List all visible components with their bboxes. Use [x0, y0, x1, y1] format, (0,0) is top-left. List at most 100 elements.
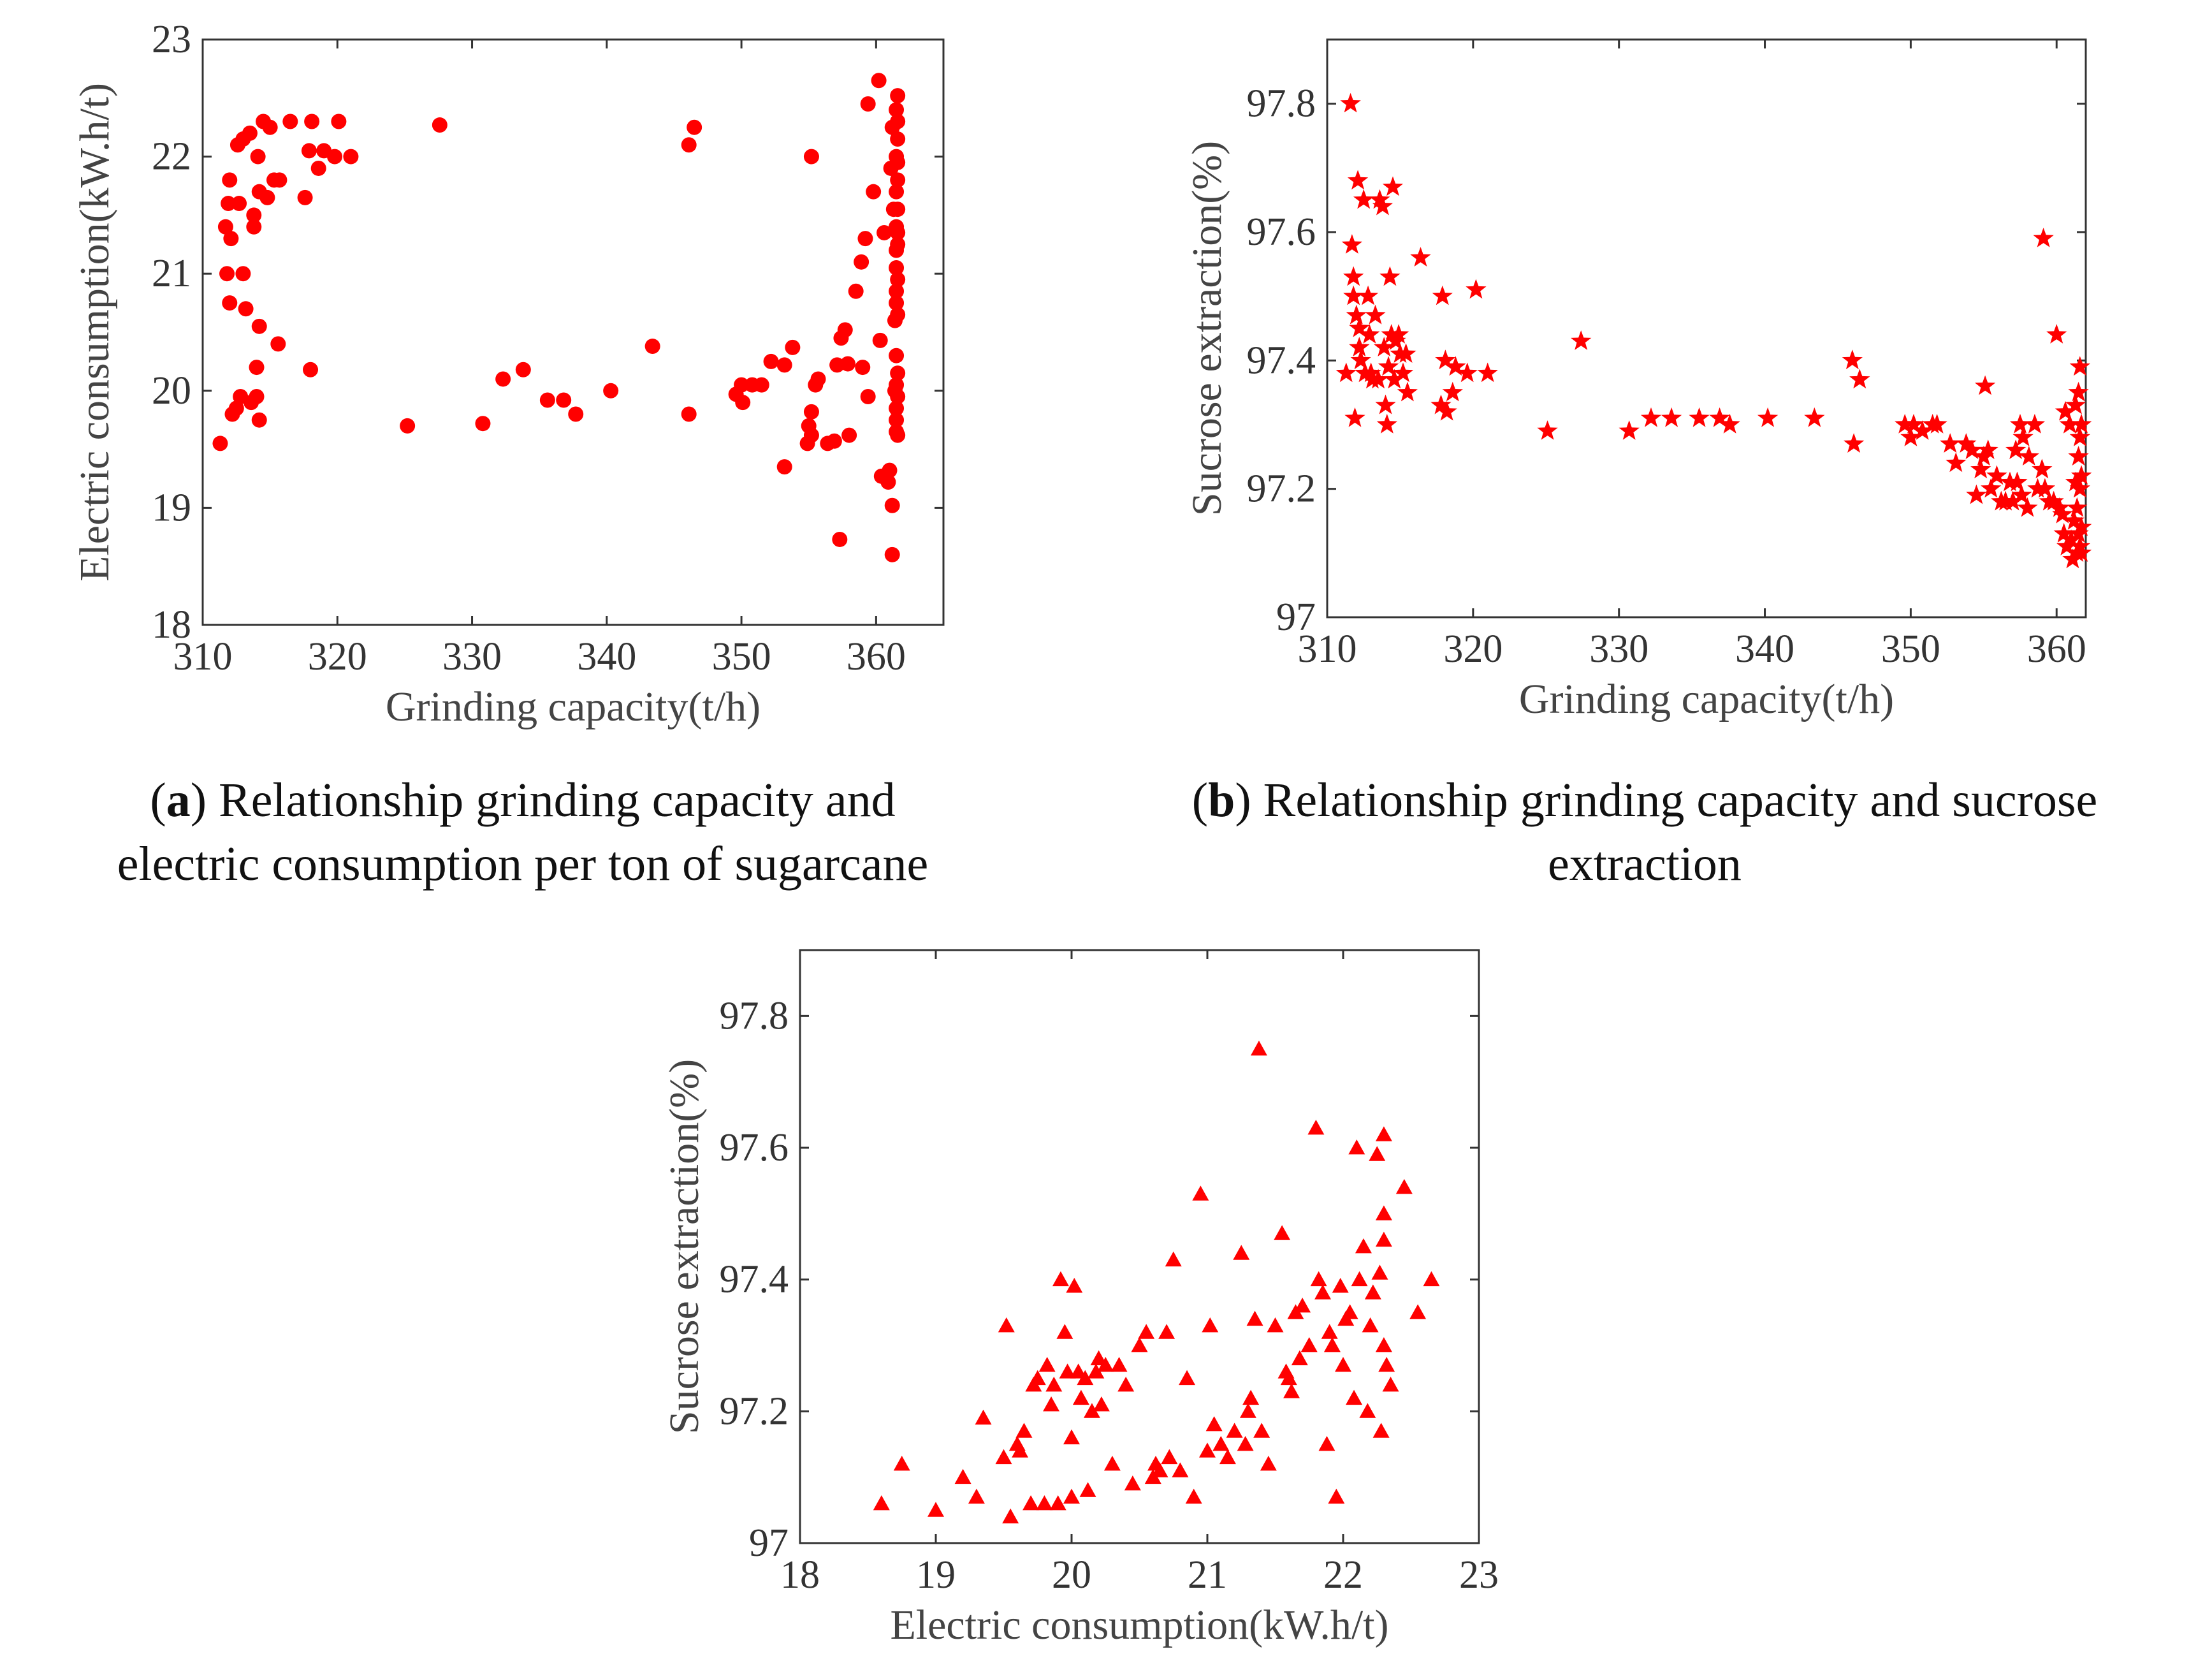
chart-b-data-point: [1372, 195, 1393, 216]
chart-a-data-point: [235, 266, 251, 282]
chart-c-data-point: [1151, 1462, 1168, 1477]
chart-b-data-point: [1375, 394, 1396, 414]
chart-a-data-point: [212, 436, 228, 451]
chart-c-data-point: [1348, 1139, 1365, 1155]
chart-a-data-point: [681, 406, 697, 422]
chart-a-data-point: [219, 266, 235, 282]
chart-c-y-tick-label: 97.2: [720, 1389, 789, 1433]
chart-b-data-point: [2027, 478, 2048, 498]
chart-a-x-tick-label: 320: [308, 635, 367, 678]
chart-b-data-point: [2071, 465, 2092, 485]
chart-c-data-point: [1294, 1298, 1311, 1313]
chart-c-data-point: [1066, 1278, 1083, 1293]
chart-c-data-point: [1192, 1185, 1209, 1201]
chart-a-data-point: [603, 383, 619, 399]
chart-c-y-tick-label: 97.6: [720, 1126, 789, 1169]
chart-c-data-point: [1378, 1357, 1395, 1372]
chart-b-data-point: [1384, 369, 1405, 389]
chart-a-data-point: [889, 400, 905, 416]
chart-c-data-point: [1049, 1495, 1066, 1511]
chart-a-y-tick-label: 20: [152, 369, 191, 413]
chart-c-data-point: [1015, 1423, 1033, 1438]
chart-b-data-point: [1343, 266, 1364, 286]
chart-c-x-tick-label: 19: [916, 1553, 956, 1597]
chart-b-data-point: [1353, 189, 1374, 209]
chart-b-data-point: [1466, 279, 1487, 299]
chart-b-data-point: [1343, 285, 1364, 305]
chart-c-data-point: [968, 1488, 985, 1504]
chart-b-plot-frame: [1326, 38, 2087, 619]
chart-c-y-axis-label: Sucrose extraction(%): [661, 1059, 708, 1434]
chart-c-data-point: [1239, 1403, 1256, 1418]
chart-a-data-point: [217, 219, 233, 235]
caption-a-line2: electric consumption per ton of sugarcan…: [117, 837, 929, 891]
chart-c-data-point: [1250, 1041, 1267, 1056]
chart-b-data-point: [1981, 478, 2002, 498]
chart-c-data-point: [1346, 1389, 1363, 1405]
chart-a-data-point: [857, 231, 873, 247]
chart-b-data-point: [1379, 266, 1401, 286]
chart-b-data-point: [1357, 285, 1379, 305]
chart-b-data-point: [2049, 497, 2070, 517]
chart-a-x-tick-label: 350: [712, 635, 771, 678]
chart-b-data-point: [1340, 92, 1361, 113]
chart-b-data-point: [1436, 400, 1457, 421]
chart-a-data-point: [826, 433, 842, 449]
chart-c-data-point: [1138, 1324, 1155, 1339]
chart-b-data-point: [1388, 324, 1409, 344]
chart-b-data-point: [2024, 414, 2046, 434]
chart-a-data-point: [890, 388, 906, 404]
chart-c-data-point: [1267, 1317, 1284, 1333]
chart-c-data-point: [954, 1468, 971, 1484]
chart-c-data-point: [1395, 1179, 1413, 1194]
chart-a-data-point: [432, 117, 447, 133]
chart-b-data-point: [1457, 362, 1478, 383]
chart-a-data-point: [681, 137, 697, 153]
chart-c-data-point: [975, 1409, 992, 1425]
chart-a-data-point: [803, 404, 819, 420]
chart-b-data-point: [1571, 330, 1592, 350]
chart-a-data-point: [880, 474, 896, 490]
chart-c-data-point: [1300, 1337, 1318, 1352]
chart-a-data-point: [539, 392, 555, 408]
chart-c-data-point: [1063, 1429, 1080, 1445]
chart-c-data-point: [1117, 1377, 1135, 1392]
chart-c-x-tick-label: 23: [1459, 1553, 1499, 1597]
chart-b-y-axis-label: Sucrose extraction(%): [1184, 141, 1230, 516]
chart-a-data-point: [515, 362, 531, 377]
chart-c-data-point: [1110, 1357, 1128, 1372]
chart-b-y-tick-label: 97.4: [1247, 339, 1316, 382]
chart-a-plot-frame: [201, 38, 945, 626]
chart-c-data-point: [1161, 1449, 1178, 1465]
chart-b-data-point: [2002, 490, 2023, 511]
chart-b-data-point: [2009, 414, 2031, 434]
chart-b-data-point: [1477, 362, 1498, 383]
chart-b-data-point: [2032, 458, 2053, 479]
caption-b-line2: extraction: [1548, 837, 1742, 891]
chart-a-y-axis-label: Electric consumption(kW.h/t): [71, 83, 118, 582]
chart-c-data-point: [1219, 1449, 1236, 1465]
chart-a-data-point: [343, 149, 359, 165]
chart-c-data-point: [1318, 1436, 1335, 1451]
chart-c-x-tick-label: 22: [1323, 1553, 1363, 1597]
chart-c-data-point: [1043, 1396, 1060, 1412]
chart-b-data-point: [1430, 394, 1452, 414]
chart-c-data-point: [998, 1317, 1015, 1333]
chart-b-data-point: [2043, 490, 2064, 511]
chart-b-data-point: [2068, 381, 2089, 402]
chart-a-data-point: [832, 531, 848, 547]
chart-a-data-point: [222, 172, 238, 188]
chart-a-data-point: [251, 412, 267, 428]
chart-b-data-point: [2011, 484, 2032, 504]
chart-b-y-tick-label: 97.6: [1247, 210, 1316, 254]
chart-c-data-point: [1036, 1495, 1053, 1511]
chart-c-data-point: [995, 1449, 1012, 1465]
chart-a-data-point: [890, 131, 906, 147]
chart-a-data-point: [251, 318, 267, 334]
chart-b-data-point: [2018, 446, 2039, 466]
chart-a-data-point: [763, 353, 779, 369]
chart-a-data-point: [242, 125, 258, 141]
chart-b-data-point: [2052, 503, 2073, 524]
chart-b-data-point: [1410, 247, 1431, 267]
chart-a-data-point: [735, 395, 751, 411]
